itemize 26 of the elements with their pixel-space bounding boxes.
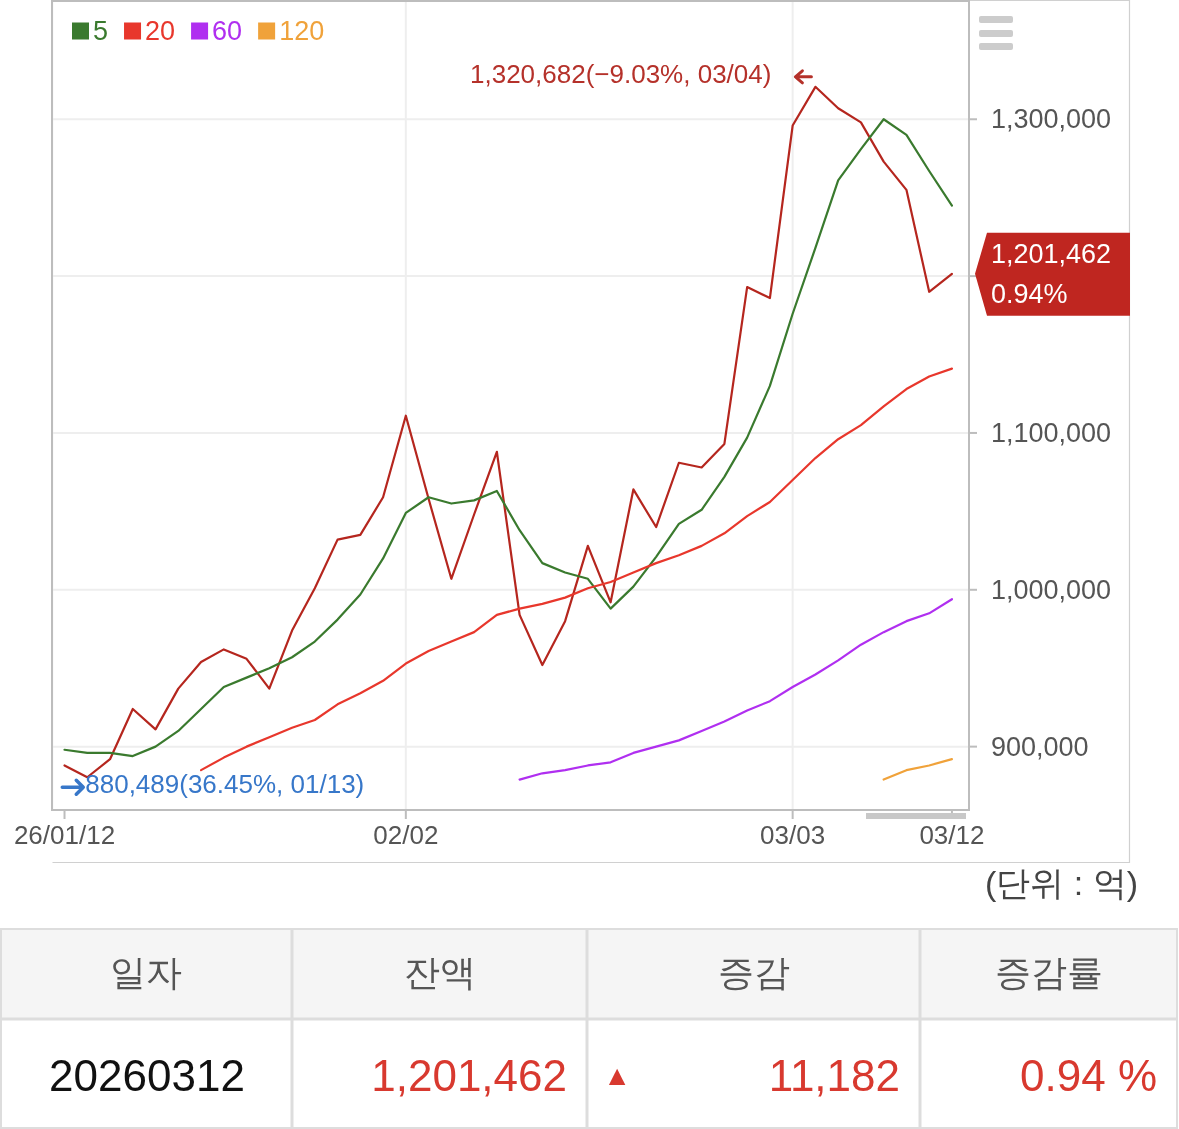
x-tick-label: 02/02 [373,820,439,850]
table-cell: 1,201,462 [371,1050,567,1100]
table-cell: 11,182 [768,1050,900,1100]
table-cell: 0.94 % [1020,1050,1157,1100]
table-header: 일자 [110,951,182,993]
x-tick-label: 03/03 [760,820,826,850]
table-header: 잔액 [403,951,476,993]
table-cell: ▲ [603,1059,631,1091]
y-tick-label: 1,100,000 [991,417,1112,448]
x-tick-label: 26/01/12 [13,820,116,850]
y-tick-label: 900,000 [991,731,1089,762]
annotation: 1,320,682(−9.03%, 03/04) [470,58,772,89]
annotation: 1,201,462 [991,238,1112,269]
table-header: 증감률 [994,951,1103,993]
annotation: 880,489(36.45%, 01/13) [85,769,365,800]
legend-label: 120 [279,16,325,46]
table-cell: 20260312 [49,1050,245,1100]
x-tick-label: 03/12 [919,820,985,850]
table-header: 증감 [717,951,790,993]
annotation: 0.94% [991,278,1068,309]
legend-label: 60 [212,16,243,46]
y-tick-label: 1,000,000 [991,574,1112,605]
y-tick-label: 1,300,000 [991,104,1112,135]
annotation: (단위 : 억) [985,864,1138,902]
legend-label: 5 [93,16,109,46]
legend-label: 20 [145,16,176,46]
